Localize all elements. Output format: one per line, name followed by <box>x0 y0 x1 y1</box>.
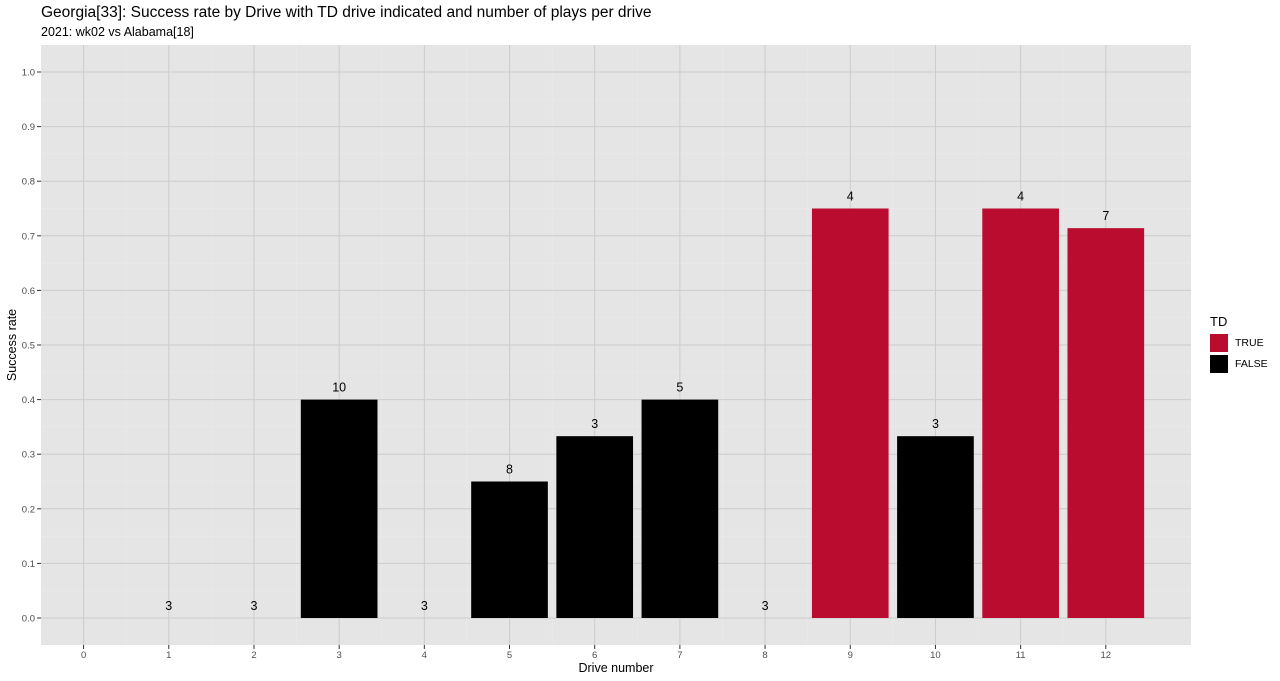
x-tick-label: 4 <box>422 650 427 661</box>
x-tick-label: 1 <box>166 650 171 661</box>
chart-subtitle: 2021: wk02 vs Alabama[18] <box>41 25 194 39</box>
data-label-drive-5: 8 <box>506 463 513 477</box>
y-tick-label: 0.6 <box>22 286 35 297</box>
y-tick-label: 0.9 <box>22 122 35 133</box>
x-axis-label: Drive number <box>578 661 653 675</box>
data-label-drive-9: 4 <box>847 190 854 204</box>
bar-drive-11 <box>982 208 1059 618</box>
bar-drive-7 <box>641 399 719 618</box>
data-label-drive-8: 3 <box>762 599 769 613</box>
legend-label-false: FALSE <box>1235 358 1268 370</box>
bars-group <box>300 208 1145 618</box>
data-label-drive-10: 3 <box>932 417 939 431</box>
y-tick-label: 0.8 <box>22 177 35 188</box>
y-axis-label: Success rate <box>5 309 19 381</box>
bar-drive-10 <box>897 436 974 618</box>
legend-label-true: TRUE <box>1235 337 1264 349</box>
y-tick-label: 0.3 <box>22 450 35 461</box>
data-labels-group: 3 3 10 3 8 3 5 3 4 3 4 7 <box>165 190 1109 614</box>
y-tick-label: 1.0 <box>22 68 35 79</box>
x-axis: 0 1 2 3 4 5 6 7 8 9 10 11 12 <box>81 645 1111 661</box>
x-tick-label: 7 <box>677 650 682 661</box>
bar-drive-6 <box>556 436 634 618</box>
y-tick-label: 0.1 <box>22 559 35 570</box>
y-tick-label: 0.2 <box>22 504 35 515</box>
data-label-drive-12: 7 <box>1102 209 1109 223</box>
data-label-drive-2: 3 <box>250 599 257 613</box>
bar-drive-3 <box>300 399 378 618</box>
x-tick-label: 5 <box>507 650 512 661</box>
legend-title: TD <box>1210 314 1228 329</box>
x-tick-label: 0 <box>81 650 86 661</box>
bar-drive-5 <box>471 481 548 618</box>
chart-title: Georgia[33]: Success rate by Drive with … <box>41 4 652 21</box>
y-axis: 0.0 0.1 0.2 0.3 0.4 0.5 0.6 0.7 0.8 0.9 1.0 <box>22 68 41 625</box>
data-label-drive-4: 3 <box>421 599 428 613</box>
y-tick-label: 0.7 <box>22 231 35 242</box>
data-label-drive-3: 10 <box>332 381 346 395</box>
bar-drive-9 <box>811 208 889 618</box>
data-label-drive-1: 3 <box>165 599 172 613</box>
legend-key-true <box>1210 334 1228 352</box>
y-tick-label: 0.0 <box>22 614 35 625</box>
y-tick-label: 0.4 <box>22 395 35 406</box>
data-label-drive-11: 4 <box>1017 190 1024 204</box>
legend-key-false <box>1210 355 1228 373</box>
x-tick-label: 12 <box>1101 650 1112 661</box>
x-tick-label: 8 <box>762 650 767 661</box>
data-label-drive-6: 3 <box>591 417 598 431</box>
bar-drive-12 <box>1067 228 1145 618</box>
x-tick-label: 3 <box>336 650 341 661</box>
x-tick-label: 2 <box>251 650 256 661</box>
x-tick-label: 9 <box>848 650 853 661</box>
x-tick-label: 11 <box>1016 650 1026 661</box>
data-label-drive-7: 5 <box>676 381 683 395</box>
legend-item-true: TRUE <box>1210 333 1264 353</box>
y-tick-label: 0.5 <box>22 341 35 352</box>
x-tick-label: 6 <box>592 650 597 661</box>
legend-item-false: FALSE <box>1210 354 1268 374</box>
x-tick-label: 10 <box>930 650 941 661</box>
